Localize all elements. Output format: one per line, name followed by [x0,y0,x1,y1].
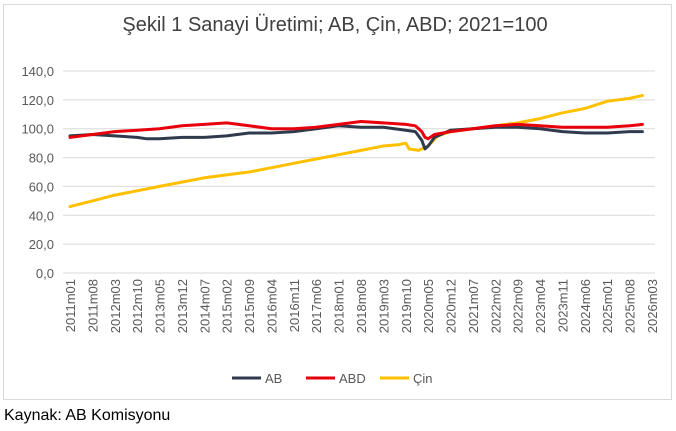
x-tick-label: 2020m12 [444,279,459,333]
x-tick-label: 2017m06 [309,279,324,333]
x-tick-label: 2023m04 [533,279,548,333]
y-tick-label: 0,0 [36,266,54,281]
x-tick-label: 2022m09 [511,279,526,333]
series-line-Çin [68,94,644,209]
chart-frame [3,4,672,400]
y-tick-label: 60,0 [29,179,54,194]
x-tick-label: 2015m02 [220,279,235,333]
series-line-ABD [68,120,644,141]
x-tick-label: 2013m12 [175,279,190,333]
y-tick-label: 40,0 [29,208,54,223]
chart-title: Şekil 1 Sanayi Üretimi; AB, Çin, ABD; 20… [122,14,548,36]
legend-item: Çin [380,371,433,386]
x-tick-label: 2019m03 [376,279,391,333]
x-tick-label: 2015m09 [242,279,257,333]
x-tick-label: 2018m01 [332,279,347,333]
x-tick-label: 2023m11 [556,279,571,332]
legend-label: ABD [339,371,366,386]
y-tick-label: 100,0 [21,122,54,137]
x-tick-label: 2020m05 [421,279,436,333]
x-tick-label: 2011m01 [63,279,78,332]
y-tick-label: 20,0 [29,237,54,252]
x-tick-label: 2025m08 [623,279,638,333]
x-tick-label: 2011m08 [85,279,100,332]
x-tick-label: 2018m08 [354,279,369,333]
x-tick-label: 2021m07 [466,279,481,333]
x-tick-label: 2014m07 [197,279,212,333]
legend-label: Çin [413,371,433,386]
y-axis-ticks: 0,0 20,0 40,0 60,0 80,0 100,0 120,0 140,0 [21,64,54,281]
legend-label: AB [265,371,282,386]
legend: AB ABD Çin [232,371,433,386]
x-tick-label: 2012m03 [108,279,123,333]
source-note: Kaynak: AB Komisyonu [4,407,171,424]
series-lines [68,94,644,209]
x-axis-ticks: 2011m01 2011m08 2012m03 2012m10 2013m05 2013m… [63,279,660,333]
x-tick-label: 2013m05 [153,279,168,333]
x-tick-label: 2016m11 [287,279,302,332]
gridlines [63,70,655,274]
legend-item: AB [232,371,282,386]
series-line-AB [68,124,644,151]
x-tick-label: 2016m04 [265,279,280,333]
x-tick-label: 2012m10 [130,279,145,333]
x-tick-label: 2022m02 [488,279,503,333]
x-tick-label: 2019m10 [399,279,414,333]
x-tick-label: 2026m03 [645,279,660,333]
legend-item: ABD [306,371,366,386]
y-tick-label: 80,0 [29,151,54,166]
x-tick-label: 2025m01 [600,279,615,333]
x-tick-label: 2024m06 [578,279,593,333]
y-tick-label: 140,0 [21,64,54,79]
y-tick-label: 120,0 [21,93,54,108]
